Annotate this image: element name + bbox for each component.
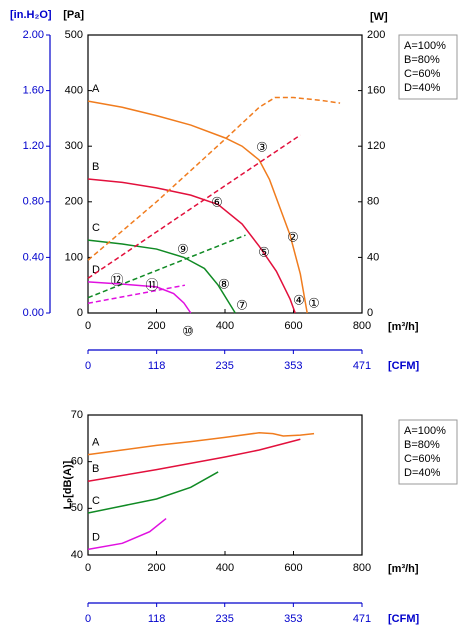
- x2-label: [CFM]: [388, 360, 419, 372]
- x-tick-label: 0: [85, 562, 91, 574]
- legend-entry: A=100%: [404, 40, 446, 52]
- annotation: ④: [293, 292, 305, 307]
- power-line: [87, 96, 341, 261]
- y2-tick-label: 120: [367, 140, 385, 152]
- y2-label: [W]: [370, 11, 388, 23]
- annotation: ⑦: [236, 297, 248, 312]
- y3-tick-label: 1.20: [23, 140, 44, 152]
- x2-tick-label: 0: [85, 360, 91, 372]
- power-line: [87, 134, 301, 279]
- x2-tick-label: 471: [353, 360, 371, 372]
- annotation: ②: [287, 229, 299, 244]
- curve-line: [87, 281, 192, 314]
- y-tick-label: 200: [65, 196, 83, 208]
- plot-frame: [87, 414, 363, 556]
- x-tick-label: 400: [216, 562, 234, 574]
- legend-entry: D=40%: [404, 82, 441, 94]
- y-tick-label: 400: [65, 85, 83, 97]
- x2-tick-label: 118: [148, 360, 166, 372]
- plot-frame: [87, 34, 363, 314]
- curve-line: [87, 100, 308, 314]
- x-tick-label: 800: [353, 562, 371, 574]
- annotation: ⑥: [211, 194, 223, 209]
- x2-tick-label: 235: [216, 613, 234, 625]
- x2-tick-label: 235: [216, 360, 234, 372]
- curve-line: [87, 178, 296, 314]
- y3-label: [in.H₂O]: [10, 9, 52, 21]
- curve-label: D: [92, 264, 100, 276]
- annotation: ⑪: [145, 277, 158, 292]
- y2-tick-label: 160: [367, 85, 385, 97]
- curve-line: [87, 431, 315, 456]
- y3-tick-label: 2.00: [23, 29, 44, 41]
- curve-line: [87, 518, 167, 551]
- legend-entry: B=80%: [404, 439, 440, 451]
- annotation: ⑫: [110, 272, 123, 287]
- x2-tick-label: 353: [284, 360, 302, 372]
- curve-line: [87, 471, 219, 514]
- y-tick-label: 60: [71, 456, 83, 468]
- y2-tick-label: 80: [367, 196, 379, 208]
- x2-tick-label: 471: [353, 613, 371, 625]
- x2-tick-label: 118: [148, 613, 166, 625]
- y2-tick-label: 40: [367, 251, 379, 263]
- curve-label: B: [92, 161, 99, 173]
- curve-line: [87, 438, 301, 483]
- curve-label: C: [92, 222, 100, 234]
- x-label: [m³/h]: [388, 321, 419, 333]
- x2-tick-label: 353: [284, 613, 302, 625]
- legend-box: [398, 34, 458, 100]
- curve-label: B: [92, 463, 99, 475]
- x-tick-label: 200: [147, 320, 165, 332]
- y-tick-label: 50: [71, 502, 83, 514]
- y2-tick-label: 0: [367, 307, 373, 319]
- x2-label: [CFM]: [388, 613, 419, 625]
- annotation: ⑩: [182, 323, 194, 338]
- power-line: [87, 234, 246, 299]
- annotation: ⑨: [177, 241, 189, 256]
- curve-label: D: [92, 531, 100, 543]
- legend-entry: D=40%: [404, 467, 441, 479]
- x-tick-label: 0: [85, 320, 91, 332]
- curve-label: A: [92, 437, 100, 449]
- legend-entry: A=100%: [404, 425, 446, 437]
- x-tick-label: 600: [284, 320, 302, 332]
- power-line: [87, 284, 186, 305]
- legend-entry: B=80%: [404, 54, 440, 66]
- y-tick-label: 500: [65, 29, 83, 41]
- y-tick-label: 40: [71, 549, 83, 561]
- annotation: ①: [308, 295, 320, 310]
- y3-tick-label: 0.80: [23, 196, 44, 208]
- annotation: ③: [256, 139, 268, 154]
- annotation: ⑤: [258, 244, 270, 259]
- x-label: [m³/h]: [388, 563, 419, 575]
- y-label: [Pa]: [63, 9, 84, 21]
- x-tick-label: 400: [216, 320, 234, 332]
- y-tick-label: 100: [65, 251, 83, 263]
- y2-tick-label: 200: [367, 29, 385, 41]
- y3-tick-label: 0.40: [23, 251, 44, 263]
- curve-line: [87, 239, 236, 314]
- y-tick-label: 0: [77, 307, 83, 319]
- annotation: ⑧: [218, 276, 230, 291]
- curve-label: A: [92, 83, 100, 95]
- x-tick-label: 200: [147, 562, 165, 574]
- x-tick-label: 800: [353, 320, 371, 332]
- y-tick-label: 70: [71, 409, 83, 421]
- legend-entry: C=60%: [404, 453, 441, 465]
- x2-tick-label: 0: [85, 613, 91, 625]
- legend-entry: C=60%: [404, 68, 441, 80]
- y-label: Lₚ[dB(A)]: [62, 460, 74, 509]
- y3-tick-label: 0.00: [23, 307, 44, 319]
- legend-box: [398, 419, 458, 485]
- curve-label: C: [92, 495, 100, 507]
- y-tick-label: 300: [65, 140, 83, 152]
- x-tick-label: 600: [284, 562, 302, 574]
- y3-tick-label: 1.60: [23, 85, 44, 97]
